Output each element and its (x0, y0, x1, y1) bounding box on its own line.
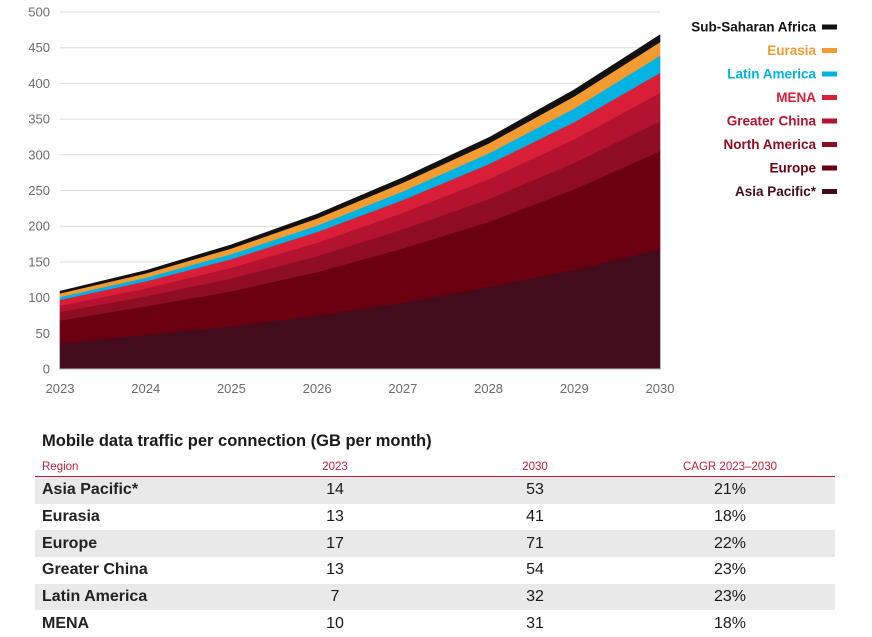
table-row: Europe 17 71 22% (35, 530, 835, 558)
x-tick-label: 2023 (46, 381, 75, 396)
legend-swatch-latin-america (822, 71, 837, 77)
legend-label-europe: Europe (769, 161, 816, 176)
legend-swatch-north-america (822, 142, 837, 147)
table-row: Latin America 7 32 23% (35, 583, 835, 611)
y-tick-label: 400 (28, 76, 50, 91)
cell-region: Latin America (35, 583, 225, 611)
legend-label-north-america: North America (723, 137, 816, 152)
cell-cagr: 21% (625, 476, 835, 504)
legend-swatch-europe (822, 165, 837, 171)
cell-2023: 14 (225, 476, 445, 504)
x-tick-label: 2025 (217, 381, 246, 396)
cell-cagr: 23% (713, 561, 747, 579)
legend-label-greater-china: Greater China (727, 114, 817, 129)
cell-2030: 31 (526, 614, 544, 632)
legend-swatch-sub-saharan-africa (822, 24, 837, 30)
cell-2023: 17 (225, 530, 445, 558)
axis-labels: 0 50 100 150 200 250 300 350 400 450 500 2023 2024 20… (28, 5, 674, 397)
stacked-area-chart: 0 50 100 150 200 250 300 350 400 450 500 2023 2024 20… (28, 5, 837, 397)
cell-2030: 53 (445, 476, 625, 504)
cell-cagr: 18% (713, 508, 747, 526)
table-row: Asia Pacific* 14 53 21% (35, 476, 835, 504)
legend: Sub-Saharan Africa Eurasia Latin America ME… (691, 20, 837, 199)
cell-2030: 32 (445, 583, 625, 611)
y-tick-label: 150 (28, 254, 50, 269)
table-header-row: Region 2023 2030 CAGR 2023–2030 (35, 458, 835, 477)
cell-cagr: 23% (625, 583, 835, 611)
cell-2030: 54 (526, 561, 544, 579)
legend-label-mena: MENA (776, 90, 816, 105)
cell-region: MENA (42, 614, 90, 632)
cell-2023: 10 (326, 614, 344, 632)
table-row: Eurasia 13 41 18% (35, 504, 835, 531)
x-tick-label: 2027 (388, 381, 417, 396)
y-tick-label: 500 (28, 5, 50, 20)
header-region: Region (35, 458, 225, 477)
cell-region: Greater China (42, 561, 148, 579)
area-sub-saharan-africa (59, 34, 661, 294)
header-cagr: CAGR 2023–2030 (625, 458, 835, 477)
y-tick-label: 250 (28, 183, 50, 198)
legend-swatch-asia-pacific (822, 189, 837, 194)
legend-label-sub-saharan-africa: Sub-Saharan Africa (691, 20, 816, 35)
area-series-group (59, 34, 661, 370)
x-tick-label: 2026 (303, 381, 332, 396)
x-tick-label: 2030 (646, 381, 675, 396)
cell-cagr: 18% (713, 614, 747, 632)
cell-2030: 41 (526, 508, 544, 526)
legend-swatch-eurasia (822, 48, 837, 53)
legend-swatch-greater-china (822, 118, 837, 124)
y-tick-label: 350 (28, 112, 50, 127)
cell-2023: 7 (225, 583, 445, 611)
cell-2023: 13 (326, 508, 344, 526)
x-tick-label: 2024 (131, 381, 160, 396)
legend-swatch-mena (822, 95, 837, 100)
cell-cagr: 22% (625, 530, 835, 558)
legend-label-latin-america: Latin America (727, 67, 816, 82)
legend-label-asia-pacific: Asia Pacific* (735, 184, 817, 199)
x-tick-label: 2029 (560, 381, 589, 396)
y-tick-label: 450 (28, 40, 50, 55)
table-row: Greater China 13 54 23% (35, 557, 835, 584)
traffic-table: Region 2023 2030 CAGR 2023–2030 Asia Pac… (35, 458, 835, 637)
table-row: MENA 10 31 18% (35, 610, 835, 637)
header-2023: 2023 (225, 458, 445, 477)
cell-2023: 13 (326, 561, 344, 579)
x-tick-label: 2028 (474, 381, 503, 396)
cell-region: Eurasia (42, 508, 100, 526)
cell-region: Europe (35, 530, 225, 558)
y-tick-label: 50 (36, 326, 50, 341)
cell-region: Asia Pacific* (35, 476, 225, 504)
cell-2030: 71 (445, 530, 625, 558)
y-tick-label: 100 (28, 290, 50, 305)
legend-label-eurasia: Eurasia (767, 43, 816, 58)
table-title: Mobile data traffic per connection (GB p… (42, 432, 432, 450)
y-tick-label: 200 (28, 219, 50, 234)
y-tick-label: 300 (28, 147, 50, 162)
header-2030: 2030 (445, 458, 625, 477)
y-tick-label: 0 (43, 362, 50, 377)
traffic-table-section: Mobile data traffic per connection (GB p… (35, 430, 835, 637)
